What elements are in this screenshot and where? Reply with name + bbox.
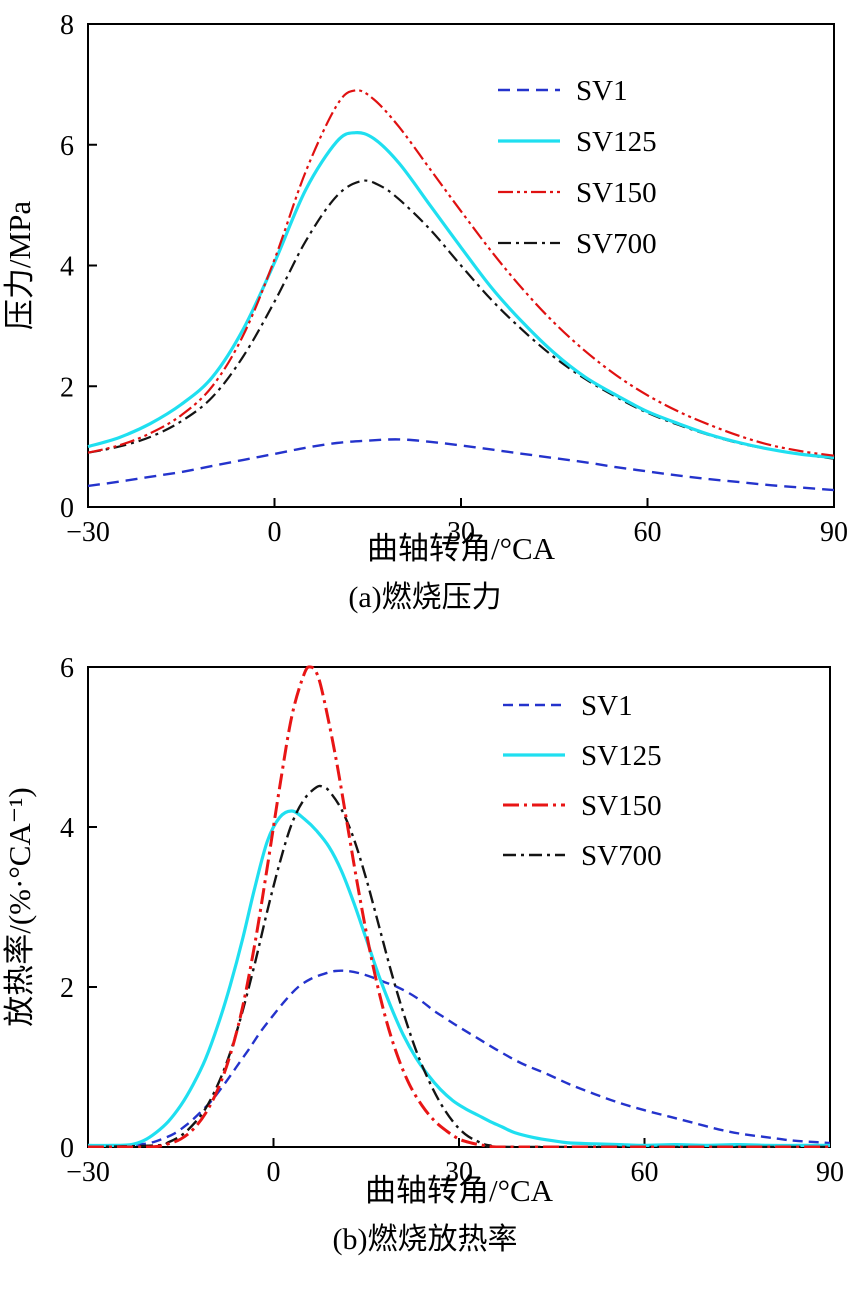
x-tick-label: 30 [445, 1157, 473, 1188]
y-tick-label: 6 [60, 131, 74, 162]
y-axis: 0 2 4 6 8 [60, 10, 97, 524]
y-tick-label: 0 [60, 1133, 74, 1164]
legend: SV1 SV125 SV150 SV700 [498, 75, 657, 260]
x-axis-title: 曲轴转角/°CA [367, 531, 556, 566]
y-tick-label: 2 [60, 372, 74, 403]
y-tick-label: 4 [60, 813, 74, 844]
x-tick-label: 30 [447, 517, 475, 548]
series-line-SV1 [87, 969, 831, 1147]
legend-label-SV150: SV150 [576, 177, 657, 209]
heat-release-chart-canvas: −30 0 30 60 900246曲轴转角/°CA放热率/(%·°CA⁻¹)SV1SV… [2, 653, 844, 1208]
pressure-chart-figure: −30 0 30 60 90 0 2 4 6 8 曲轴转角/°CA 压力/MPa SV1 SV125 SV1… [0, 0, 850, 627]
series-group [87, 665, 831, 1148]
x-axis: −30 0 30 60 90 [66, 498, 848, 548]
series-line-SV125 [87, 131, 835, 460]
x-tick-label: 60 [631, 1157, 659, 1188]
y-tick-label: 2 [60, 973, 74, 1004]
y-tick-label: 4 [60, 252, 74, 283]
series-line-SV150 [88, 665, 830, 1148]
x-tick-label: 90 [816, 1157, 844, 1188]
y-axis-title: 压力/MPa [2, 201, 37, 330]
legend-label-SV700: SV700 [576, 228, 657, 260]
y-axis-title: 放热率/(%·°CA⁻¹) [2, 787, 37, 1027]
series-line-SV125 [87, 809, 830, 1148]
pressure-chart-caption: (a)燃烧压力 [348, 581, 502, 614]
x-tick-label: 90 [820, 517, 848, 548]
x-tick-label: 0 [267, 1157, 281, 1188]
heat-release-chart-caption: (b)燃烧放热率 [332, 1223, 518, 1256]
legend: SV1 SV125 SV150 SV700 [503, 690, 662, 872]
y-axis: 0 2 4 6 [60, 653, 97, 1164]
legend-label-SV125: SV125 [581, 740, 662, 772]
legend-label-SV150: SV150 [581, 790, 662, 822]
x-tick-label: −30 [66, 1157, 110, 1188]
x-axis: −30 0 30 60 90 [66, 1138, 844, 1188]
series-line-SV1 [87, 438, 835, 492]
pressure-chart-canvas: −30 0 30 60 9002468曲轴转角/°CA压力/MPaSV1SV125SV1… [2, 10, 848, 566]
y-tick-label: 8 [60, 10, 74, 41]
series-line-SV700 [87, 179, 835, 460]
y-tick-label: 0 [60, 493, 74, 524]
heat-release-chart-figure: −30 0 30 60 90 0 2 4 6 曲轴转角/°CA 放热率/(%·°CA⁻¹) SV1 SV… [0, 627, 850, 1269]
x-tick-label: 0 [268, 517, 282, 548]
legend-label-SV700: SV700 [581, 840, 662, 872]
legend-label-SV125: SV125 [576, 126, 657, 158]
x-tick-label: −30 [66, 517, 110, 548]
series-line-SV150 [87, 89, 835, 457]
x-tick-label: 60 [634, 517, 662, 548]
figure-page: −30 0 30 60 90 0 2 4 6 8 曲轴转角/°CA 压力/MPa SV1 SV125 SV1… [0, 0, 850, 1269]
legend-label-SV1: SV1 [576, 75, 628, 107]
series-line-SV700 [87, 784, 830, 1148]
legend-label-SV1: SV1 [581, 690, 633, 722]
x-axis-title: 曲轴转角/°CA [365, 1173, 554, 1208]
y-tick-label: 6 [60, 653, 74, 684]
series-group [87, 89, 835, 492]
